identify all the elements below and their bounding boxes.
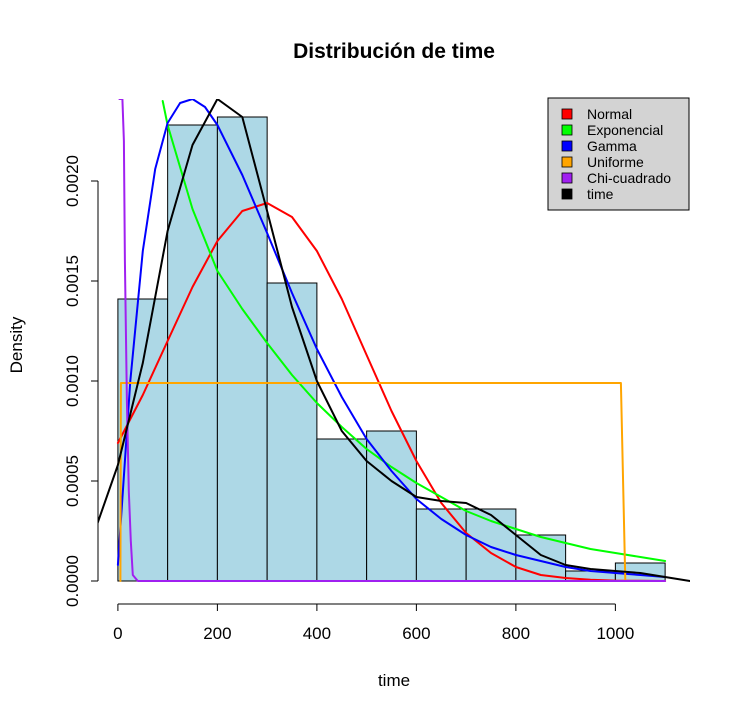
legend-label: Exponencial — [587, 122, 663, 138]
x-tick-label: 800 — [502, 624, 530, 643]
series-line-gamma — [116, 99, 667, 578]
legend-label: time — [587, 186, 614, 202]
series-line-time — [98, 99, 690, 582]
legend-label: Chi-cuadrado — [587, 170, 671, 186]
legend: NormalExponencialGammaUniformeChi-cuadra… — [547, 97, 690, 211]
x-tick-label: 1000 — [596, 624, 634, 643]
chart-title: Distribución de time — [293, 40, 495, 63]
legend-swatch — [561, 108, 573, 120]
x-tick-label: 200 — [203, 624, 231, 643]
y-axis: 0.0000 0.0005 0.0010 0.0015 0.0020 — [63, 155, 99, 607]
x-tick-label: 600 — [402, 624, 430, 643]
series-line-normal — [116, 202, 667, 582]
y-axis-label: Density — [7, 316, 26, 373]
histogram-bar-1 — [167, 124, 218, 582]
y-tick-label: 0.0020 — [63, 155, 82, 207]
x-tick-label: 400 — [303, 624, 331, 643]
x-axis: 0 200 400 600 800 1000 — [113, 603, 634, 643]
series-line-exponencial — [161, 100, 667, 562]
legend-swatch — [561, 172, 573, 184]
histogram-bar-7 — [465, 508, 517, 582]
density-curves — [98, 99, 690, 582]
legend-swatch — [561, 156, 573, 168]
histogram-bar-4 — [316, 438, 368, 582]
histogram-bar-3 — [266, 282, 318, 582]
y-tick-label: 0.0000 — [63, 555, 82, 607]
legend-label: Uniforme — [587, 154, 644, 170]
x-tick-label: 0 — [113, 624, 122, 643]
legend-label: Gamma — [587, 138, 637, 154]
y-tick-label: 0.0010 — [63, 355, 82, 407]
legend-swatch — [561, 124, 573, 136]
x-axis-label: time — [378, 671, 410, 690]
legend-swatch — [561, 188, 573, 200]
y-tick-label: 0.0005 — [63, 455, 82, 507]
series-line-chi-cuadrado — [118, 99, 667, 582]
legend-label: Normal — [587, 106, 632, 122]
legend-swatch — [561, 140, 573, 152]
y-tick-label: 0.0015 — [63, 255, 82, 307]
